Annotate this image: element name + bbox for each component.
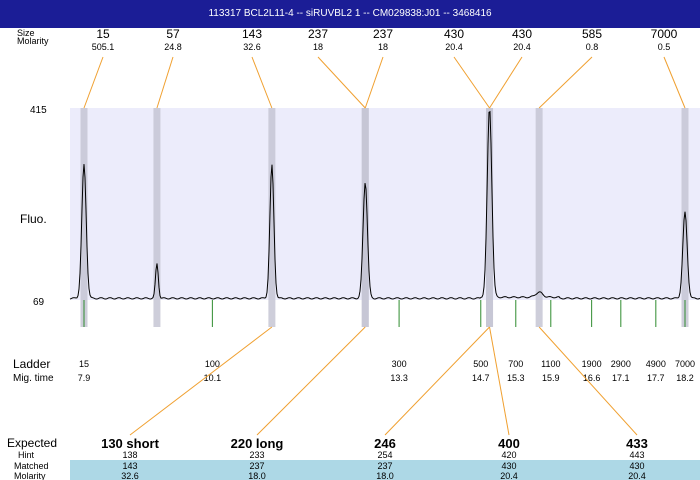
ladder-mig-time: 14.7 [472,373,490,383]
ladder-mig-time: 18.2 [676,373,694,383]
top-size-value: 15 [96,27,110,41]
ladder-size: 15 [79,359,89,369]
ladder-size: 700 [508,359,523,369]
ladder-size: 2900 [611,359,631,369]
expected-molarity-label: Molarity [14,471,46,480]
expected-connector [129,326,273,436]
top-size-value: 585 [582,27,602,41]
peak-band [681,108,689,327]
expected-name: 400 [498,436,520,451]
ladder-size: 500 [473,359,488,369]
top-size-value: 430 [444,27,464,41]
top-molarity-value: 20.4 [445,42,463,52]
ladder-size: 300 [392,359,407,369]
ladder-size: 7000 [675,359,695,369]
peak-band [268,108,276,327]
expected-name: 246 [374,436,396,451]
top-size-value: 7000 [651,27,678,41]
expected-label: Expected [7,436,57,450]
expected-name: 433 [626,436,648,451]
top-molarity-value: 18 [313,42,323,52]
matched-value: 143 [122,461,137,471]
plot-area [70,108,700,300]
top-connector [453,56,490,109]
matched-row-band [70,460,700,480]
expected-connector [489,326,510,436]
top-molarity-value: 32.6 [243,42,261,52]
expected-name: 130 short [101,436,159,451]
top-connector [156,56,174,109]
ladder-mig-time: 15.3 [507,373,525,383]
peak-band [153,108,161,327]
molarity-row-label: Molarity [17,36,49,46]
y-top-label: 415 [30,105,47,116]
size-row-label: Size [17,28,35,38]
hint-value: 233 [249,450,264,460]
top-connector [83,56,104,109]
ladder-mig-time: 17.1 [612,373,630,383]
top-size-value: 237 [308,27,328,41]
top-molarity-value: 0.8 [586,42,599,52]
top-size-value: 143 [242,27,262,41]
expected-connector [256,326,366,436]
top-connector [538,56,593,109]
peak-band [361,108,369,327]
ladder-mig-time: 17.7 [647,373,665,383]
y-bottom-label: 69 [33,297,45,308]
ladder-size: 4900 [646,359,666,369]
ladder-mig-time: 16.6 [583,373,601,383]
ladder-size: 1900 [582,359,602,369]
matched-value: 237 [377,461,392,471]
matched-label: Matched [14,461,49,471]
expected-connector [384,326,490,436]
top-size-value: 430 [512,27,532,41]
ladder-size: 1100 [541,359,560,369]
y-axis-label: Fluo. [20,212,47,226]
hint-label: Hint [18,450,35,460]
top-molarity-value: 20.4 [513,42,531,52]
expected-molarity-value: 18.0 [376,471,394,480]
ladder-mig-time: 7.9 [78,373,91,383]
mig-time-label: Mig. time [13,373,54,384]
expected-connector [538,326,638,436]
hint-value: 138 [122,450,137,460]
top-size-value: 57 [166,27,180,41]
ladder-mig-time: 15.9 [542,373,560,383]
top-size-value: 237 [373,27,393,41]
top-molarity-value: 505.1 [92,42,115,52]
top-molarity-value: 24.8 [164,42,182,52]
matched-value: 430 [629,461,644,471]
hint-value: 254 [377,450,392,460]
top-connector [317,56,366,109]
hint-value: 420 [501,450,516,460]
hint-value: 443 [629,450,644,460]
expected-name: 220 long [231,436,284,451]
top-molarity-value: 18 [378,42,388,52]
expected-molarity-value: 20.4 [500,471,518,480]
ladder-size: 100 [205,359,220,369]
matched-value: 430 [501,461,516,471]
top-molarity-value: 0.5 [658,42,671,52]
peak-band [80,108,88,327]
expected-molarity-value: 18.0 [248,471,266,480]
window-title: 113317 BCL2L11-4 -- siRUVBL2 1 -- CM0298… [0,0,700,28]
matched-value: 237 [249,461,264,471]
peak-band [535,108,543,327]
peak-band [486,108,494,327]
top-connector [489,56,523,109]
expected-molarity-value: 20.4 [628,471,646,480]
fluorescence-trace [69,110,700,300]
ladder-mig-time: 10.1 [204,373,222,383]
ladder-label: Ladder [13,357,50,371]
expected-molarity-value: 32.6 [121,471,139,480]
ladder-mig-time: 13.3 [390,373,408,383]
top-connector [251,56,273,109]
top-connector [663,56,686,109]
top-connector [364,56,384,109]
